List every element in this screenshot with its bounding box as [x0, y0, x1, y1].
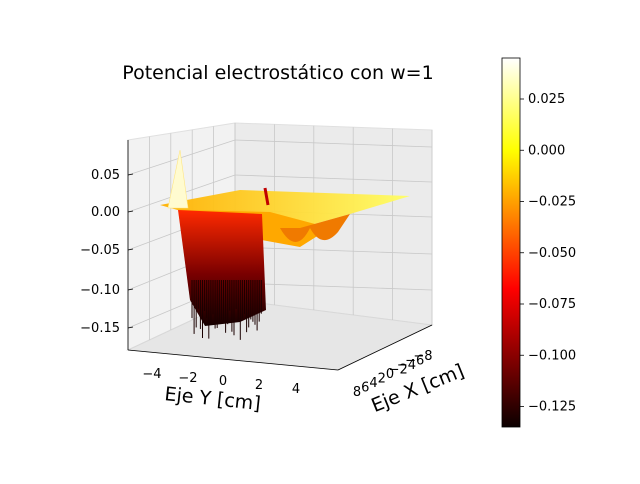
gridline-left — [127, 139, 236, 176]
x-tick-label: −6 — [405, 354, 424, 369]
axes-ticks: 0.050.00−0.05−0.10−0.15−4 −2 0 2 4 8 6 4 2 0−2−4−… — [80, 140, 433, 400]
z-tick-mark — [127, 210, 134, 213]
gridline-back — [234, 174, 433, 183]
gridline-back — [234, 246, 433, 255]
x-tick-label: −8 — [413, 349, 432, 364]
y-tick-label: 2 — [255, 378, 263, 393]
gridline-back — [234, 282, 433, 291]
colorbar-tick-label: −0.125 — [528, 400, 576, 415]
colorbar-tick-label: 0.025 — [528, 92, 565, 107]
surface-spikes — [191, 280, 262, 340]
x-tick-label: 6 — [361, 381, 369, 396]
z-tick-label: 0.05 — [91, 168, 120, 183]
colorbar-tick-label: −0.050 — [528, 246, 576, 261]
x-tick-label: 0 — [386, 367, 394, 382]
z-tick-mark — [127, 288, 134, 291]
y-tick-label: −2 — [178, 371, 197, 386]
x-tick-label: 4 — [369, 376, 377, 391]
gridline-back — [234, 139, 433, 148]
y-tick-label: −4 — [142, 367, 161, 382]
z-tick-label: −0.15 — [80, 321, 120, 336]
colorbar-tick-label: −0.075 — [528, 297, 576, 312]
x-tick-label: −2 — [389, 363, 408, 378]
y-axis-label: Eje Y [cm] — [164, 383, 262, 415]
colorbar-tick-label: −0.100 — [528, 348, 576, 363]
x-tick-label: 8 — [353, 385, 361, 400]
x-tick-label: −4 — [397, 358, 416, 373]
z-tick-mark — [127, 326, 134, 329]
surface-peak — [167, 149, 189, 209]
surface-ridge — [263, 187, 270, 206]
surface-plot — [160, 149, 410, 340]
colorbar: 0.025 0.000 −0.025 −0.050 −0.075 −0.100 −0.125 — [501, 57, 576, 428]
x-axis-line — [337, 324, 433, 371]
z-tick-mark — [127, 248, 134, 251]
y-tick-label: 0 — [219, 374, 227, 389]
z-tick-label: −0.10 — [80, 283, 120, 298]
z-tick-label: 0.00 — [91, 205, 120, 220]
chart-title: Potencial electrostático con w=1 — [122, 62, 433, 84]
y-axis-line — [127, 349, 339, 371]
colorbar-gradient — [501, 57, 521, 428]
colorbar-ticks: 0.025 0.000 −0.025 −0.050 −0.075 −0.100 −0.125 — [520, 92, 576, 415]
y-tick-label: 4 — [292, 382, 300, 397]
z-tick-mark — [127, 173, 134, 176]
x-tick-label: 2 — [378, 372, 386, 387]
surface-bumps — [280, 214, 350, 242]
colorbar-tick-label: −0.025 — [528, 195, 576, 210]
z-tick-label: −0.05 — [80, 243, 120, 258]
colorbar-tick-label: 0.000 — [528, 143, 565, 158]
